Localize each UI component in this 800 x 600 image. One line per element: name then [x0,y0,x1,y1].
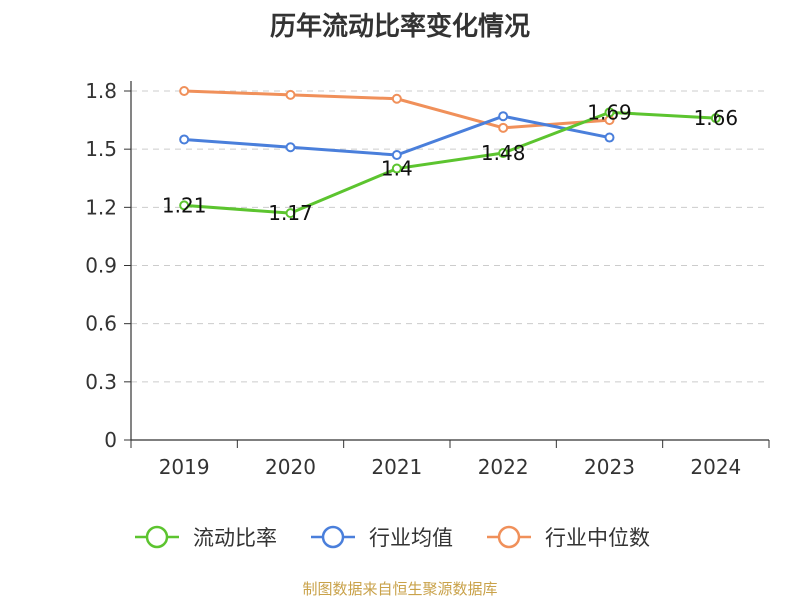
data-point [391,163,402,174]
y-tick-label: 1.2 [85,195,117,219]
legend-item-1[interactable]: 流动比率 [135,525,277,550]
data-label: 1.17 [268,201,313,225]
legend-label: 行业均值 [369,526,453,550]
data-label: 1.4 [381,157,413,181]
y-tick-label: 0.9 [85,254,117,278]
data-label: 1.66 [694,106,739,130]
data-label: 1.69 [587,100,632,124]
legend[interactable]: 流动比率 行业均值 行业中位数 [135,525,650,550]
data-source-note: 制图数据来自恒生聚源数据库 [302,580,498,598]
x-tick-label: 2024 [690,455,741,479]
x-tick-label: 2022 [478,455,529,479]
x-tick-label: 2023 [584,455,635,479]
data-label: 1.21 [162,193,207,217]
legend-item-3[interactable]: 行业中位数 [487,525,650,550]
data-point [710,113,721,124]
legend-label: 行业中位数 [545,526,650,550]
legend-marker [321,525,345,549]
data-point [498,148,509,159]
legend-marker [497,525,521,549]
data-point [498,111,509,122]
y-tick-label: 1.5 [85,137,117,161]
series-lines [179,86,721,219]
data-label: 1.48 [481,141,526,165]
legend-label: 流动比率 [193,526,277,550]
x-tick-label: 2021 [371,455,422,479]
y-tick-label: 1.8 [85,79,117,103]
data-point [179,200,190,211]
y-tick-label: 0.6 [85,312,117,336]
data-point [285,142,296,153]
data-point [498,122,509,133]
chart-title: 历年流动比率变化情况 [269,12,530,42]
data-labels: 1.21 1.17 1.4 1.48 1.69 1.66 [162,100,738,225]
x-tick-label: 2019 [159,455,210,479]
data-point [179,86,190,96]
data-point [604,107,615,118]
legend-item-2[interactable]: 行业均值 [311,525,453,550]
x-tick-label: 2020 [265,455,316,479]
legend-marker [145,525,169,549]
data-point [285,208,296,219]
y-tick-label: 0 [104,428,117,452]
axes: 0 0.3 0.6 0.9 1.2 1.5 1.8 2019 2020 2021 2022 2023 2… [85,79,770,479]
data-point [604,132,615,143]
data-point [391,149,402,160]
data-point [285,89,296,100]
data-point [391,93,402,104]
gridlines [131,90,769,383]
y-tick-label: 0.3 [85,370,117,394]
data-point [179,134,190,145]
series-line-1 [184,110,716,215]
